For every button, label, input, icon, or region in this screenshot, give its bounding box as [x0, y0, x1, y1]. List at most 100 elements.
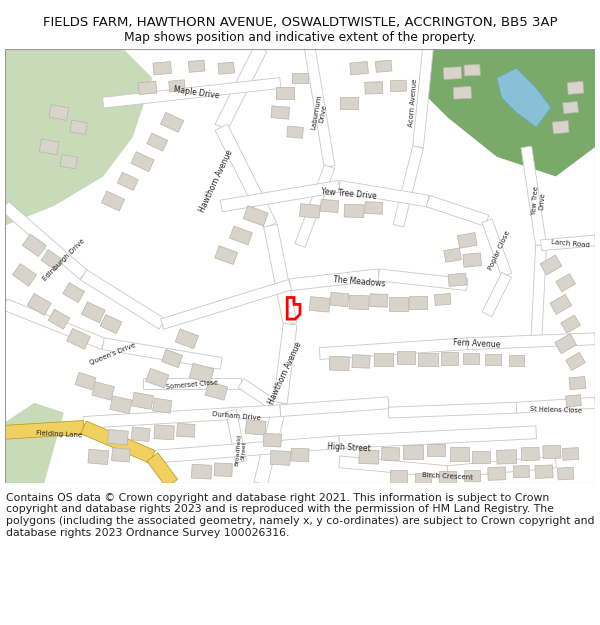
- Polygon shape: [291, 448, 309, 462]
- Polygon shape: [370, 294, 388, 307]
- Polygon shape: [131, 152, 154, 172]
- Polygon shape: [80, 270, 166, 329]
- Polygon shape: [488, 467, 506, 481]
- Text: Maple Drive: Maple Drive: [173, 85, 220, 101]
- Polygon shape: [147, 452, 178, 488]
- Polygon shape: [388, 402, 517, 418]
- Polygon shape: [305, 48, 335, 168]
- Polygon shape: [563, 101, 578, 114]
- Polygon shape: [320, 199, 339, 212]
- Polygon shape: [382, 448, 400, 461]
- Polygon shape: [464, 470, 480, 481]
- Polygon shape: [457, 232, 477, 248]
- Text: Fern Avenue: Fern Avenue: [453, 338, 501, 349]
- Text: Hawthorn Avenue: Hawthorn Avenue: [198, 149, 235, 214]
- Polygon shape: [102, 338, 222, 369]
- Polygon shape: [309, 297, 330, 312]
- Polygon shape: [413, 48, 433, 148]
- Text: Poplar Close: Poplar Close: [488, 229, 512, 271]
- Polygon shape: [556, 274, 575, 292]
- Polygon shape: [562, 448, 579, 460]
- Polygon shape: [263, 433, 281, 447]
- Polygon shape: [176, 424, 195, 437]
- Text: Laburnum
Drive: Laburnum Drive: [310, 94, 329, 131]
- Polygon shape: [175, 329, 199, 349]
- Polygon shape: [391, 80, 406, 92]
- Polygon shape: [67, 328, 91, 349]
- Polygon shape: [146, 368, 169, 388]
- Polygon shape: [27, 294, 51, 315]
- Polygon shape: [415, 472, 431, 484]
- Polygon shape: [389, 470, 407, 483]
- Polygon shape: [60, 154, 77, 169]
- Polygon shape: [191, 464, 212, 479]
- Polygon shape: [214, 463, 232, 476]
- Polygon shape: [521, 448, 539, 461]
- Polygon shape: [339, 426, 536, 449]
- Polygon shape: [254, 401, 287, 485]
- Polygon shape: [189, 363, 214, 383]
- Text: Birch Crescent: Birch Crescent: [422, 472, 473, 481]
- Polygon shape: [516, 398, 596, 413]
- Text: Hawthorn Avenue: Hawthorn Avenue: [267, 341, 304, 406]
- Text: FIELDS FARM, HAWTHORN AVENUE, OSWALDTWISTLE, ACCRINGTON, BB5 3AP: FIELDS FARM, HAWTHORN AVENUE, OSWALDTWIS…: [43, 16, 557, 29]
- Polygon shape: [101, 191, 125, 211]
- Polygon shape: [463, 253, 482, 268]
- Polygon shape: [439, 471, 457, 484]
- Polygon shape: [365, 82, 383, 94]
- Polygon shape: [81, 421, 155, 463]
- Polygon shape: [535, 465, 553, 478]
- Polygon shape: [339, 456, 448, 478]
- Polygon shape: [131, 392, 154, 409]
- Polygon shape: [152, 398, 172, 413]
- Polygon shape: [112, 448, 130, 462]
- Polygon shape: [215, 124, 277, 229]
- Polygon shape: [397, 351, 415, 364]
- Polygon shape: [138, 81, 157, 94]
- Polygon shape: [441, 352, 458, 365]
- Polygon shape: [344, 204, 364, 217]
- Polygon shape: [352, 355, 370, 368]
- Polygon shape: [403, 445, 423, 459]
- Text: Larch Road: Larch Road: [551, 239, 590, 248]
- Polygon shape: [82, 302, 105, 322]
- Polygon shape: [4, 421, 84, 439]
- Polygon shape: [277, 87, 294, 99]
- Text: Yew Tree Drive: Yew Tree Drive: [321, 188, 377, 201]
- Polygon shape: [5, 402, 64, 484]
- Text: Broadfield
Street: Broadfield Street: [234, 434, 248, 466]
- Polygon shape: [447, 456, 556, 478]
- Polygon shape: [338, 181, 429, 207]
- Polygon shape: [243, 206, 268, 226]
- Polygon shape: [5, 49, 152, 226]
- Polygon shape: [376, 60, 392, 72]
- Polygon shape: [245, 419, 266, 435]
- Polygon shape: [107, 429, 128, 445]
- Polygon shape: [557, 468, 574, 480]
- Text: High Street: High Street: [327, 442, 371, 454]
- Polygon shape: [226, 409, 246, 463]
- Polygon shape: [531, 245, 547, 344]
- Polygon shape: [92, 382, 115, 400]
- Polygon shape: [553, 121, 569, 134]
- Polygon shape: [41, 250, 63, 271]
- Polygon shape: [160, 112, 184, 132]
- Text: Durham Drive: Durham Drive: [211, 411, 260, 422]
- Polygon shape: [215, 46, 267, 131]
- Polygon shape: [509, 354, 524, 366]
- Polygon shape: [230, 226, 253, 245]
- Polygon shape: [543, 445, 561, 459]
- Polygon shape: [143, 378, 241, 389]
- Polygon shape: [63, 282, 85, 302]
- Polygon shape: [463, 352, 479, 364]
- Polygon shape: [482, 219, 512, 277]
- Text: Fielding Lane: Fielding Lane: [36, 430, 82, 439]
- Text: Contains OS data © Crown copyright and database right 2021. This information is : Contains OS data © Crown copyright and d…: [6, 493, 595, 538]
- Polygon shape: [270, 451, 290, 465]
- Polygon shape: [329, 356, 349, 371]
- Text: Edinburgh Drive: Edinburgh Drive: [42, 238, 86, 282]
- Polygon shape: [497, 68, 551, 128]
- Polygon shape: [485, 354, 501, 366]
- Polygon shape: [161, 279, 292, 329]
- Polygon shape: [287, 126, 304, 138]
